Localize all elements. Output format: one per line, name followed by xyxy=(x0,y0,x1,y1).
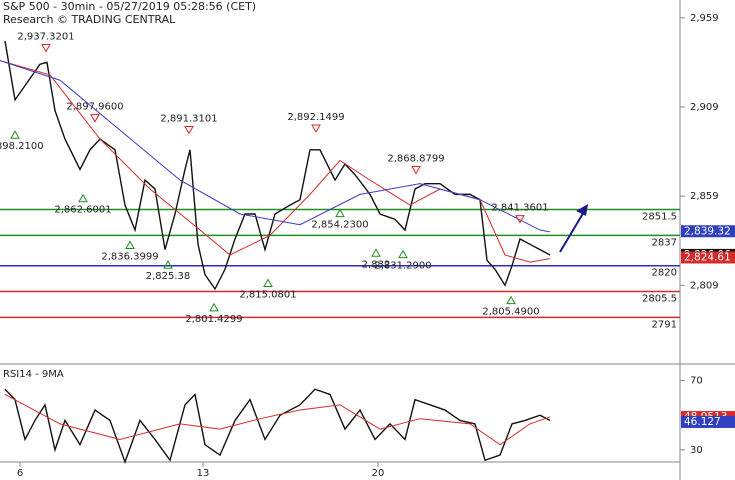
pivot-marker xyxy=(209,302,219,312)
level-label: 2791 xyxy=(652,319,677,330)
y-tick-label: 2,909 xyxy=(690,102,719,113)
series-line xyxy=(4,388,551,465)
pivot-marker xyxy=(335,208,345,218)
pivot-label: 2,815.0801 xyxy=(239,289,296,300)
pivot-marker xyxy=(371,248,381,257)
arrow-head xyxy=(576,204,588,216)
y-tick-label: 2,809 xyxy=(690,280,719,291)
y-tick-label: 30 xyxy=(690,445,703,456)
pivot-label: 2,892.1499 xyxy=(287,112,344,123)
level-label: 2837 xyxy=(652,237,677,248)
price-tag xyxy=(681,251,735,264)
pivot-marker xyxy=(10,130,20,139)
pivot-marker xyxy=(78,193,88,203)
rsi-title: RSI14 - 9MA xyxy=(3,369,64,380)
pivot-label: 2,898.2100 xyxy=(0,141,44,152)
y-tick-label: 2,859 xyxy=(690,191,719,202)
chart-subtitle: Research © TRADING CENTRAL xyxy=(3,13,176,26)
pivot-marker xyxy=(515,215,525,224)
pivot-label: 2,868.8799 xyxy=(387,154,444,165)
pivot-marker xyxy=(411,166,421,175)
price-tag xyxy=(681,415,735,428)
y-tick-label: 2,959 xyxy=(690,13,719,24)
x-tick-label: 6 xyxy=(17,468,23,479)
pivot-label: 2,891.3101 xyxy=(160,114,217,125)
price-tag xyxy=(681,225,735,238)
pivot-label: 2,854.2300 xyxy=(311,220,368,231)
series-line xyxy=(0,60,551,233)
series-line xyxy=(4,40,551,291)
level-label: 2820 xyxy=(652,268,677,279)
level-label: 2851.5 xyxy=(642,212,677,223)
pivot-label: 2,825.38 xyxy=(146,271,191,282)
plot: 2,959 2,909 2,859 2,809 6 13 20 2851.5 2837 2820 2… xyxy=(0,13,735,479)
pivot-label: 2,841.3601 xyxy=(491,203,548,214)
pivot-label: 2,836.3999 xyxy=(101,251,158,262)
pivot-marker xyxy=(184,126,194,135)
pivot-marker xyxy=(90,114,100,123)
level-label: 2805.5 xyxy=(642,294,677,305)
chart-title: S&P 500 - 30min - 05/27/2019 05:28:56 (C… xyxy=(3,0,256,13)
series-line xyxy=(0,60,551,263)
pivot-label: 2,801.4299 xyxy=(185,314,242,325)
price-tag-label: 2,824.61 xyxy=(684,251,731,263)
y-tick-label: 70 xyxy=(690,376,703,387)
price-tag-label: 46.127 xyxy=(684,416,721,428)
pivot-marker xyxy=(311,124,321,134)
pivot-label: 2,805.4900 xyxy=(482,307,539,318)
pivot-marker xyxy=(163,260,173,269)
series-line xyxy=(4,394,551,446)
pivot-label: 2,897.9600 xyxy=(66,102,123,113)
pivot-label: 2,937.3201 xyxy=(17,31,74,42)
arrow xyxy=(559,209,586,253)
pivot-marker xyxy=(398,249,408,259)
pivot-marker xyxy=(41,43,51,53)
pivot-marker xyxy=(125,240,135,249)
price-tag-label: 2,839.32 xyxy=(684,225,731,237)
x-tick-label: 13 xyxy=(197,468,210,479)
pivot-label: 2,832 xyxy=(362,259,391,270)
pivot-label: 2,862.6001 xyxy=(54,205,111,216)
pivot-marker xyxy=(263,278,273,287)
pivot-label: 2,831.2900 xyxy=(374,261,431,272)
x-tick-label: 20 xyxy=(372,468,385,479)
pivot-marker xyxy=(506,295,516,305)
